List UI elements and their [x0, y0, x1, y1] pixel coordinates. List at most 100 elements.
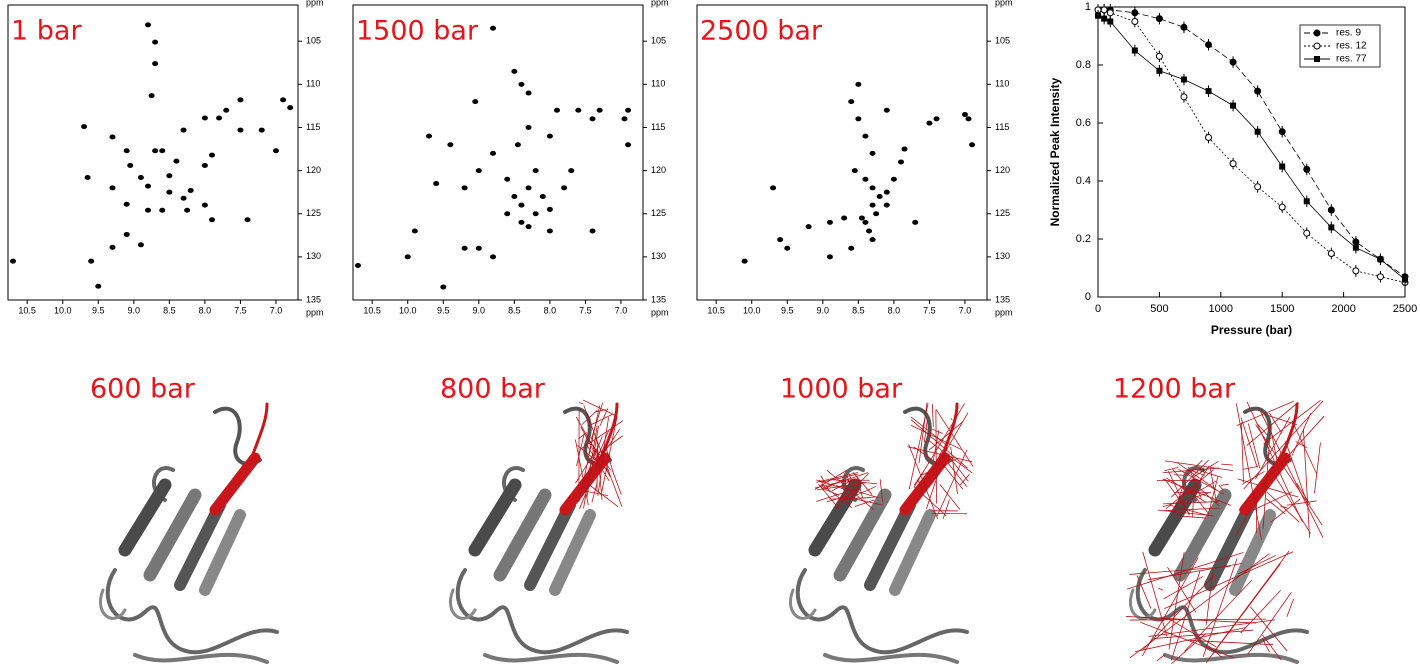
marker [1156, 67, 1163, 74]
peak [770, 185, 777, 191]
contact-line [816, 491, 847, 502]
marker [1106, 9, 1114, 17]
peak [848, 245, 855, 251]
contact-line [1247, 423, 1261, 469]
y-axis-label: ppm [306, 0, 324, 7]
contact-line [1280, 505, 1288, 509]
contact-line [1126, 552, 1244, 590]
marker [1313, 29, 1321, 37]
contact-line [935, 410, 937, 504]
contact-line [939, 453, 968, 487]
contact-line [935, 408, 974, 467]
contact-line [1291, 420, 1318, 475]
contact-line [577, 432, 587, 440]
marker [1314, 56, 1320, 62]
contact-line [1177, 462, 1217, 490]
contact-line [1168, 552, 1185, 650]
panel-title: 1 bar [11, 16, 82, 47]
y-tick-label: 120 [651, 165, 666, 175]
peak [532, 211, 539, 217]
peak [625, 142, 632, 148]
x-tick-label: 8.0 [544, 305, 557, 315]
peak [173, 158, 180, 164]
peak [848, 99, 855, 105]
contact-line [815, 479, 824, 484]
x-tick-label: 10.0 [54, 305, 72, 315]
contact-line [821, 487, 840, 496]
structure-label: 600 bar [90, 374, 196, 405]
structure-label: 1000 bar [780, 374, 903, 405]
peak [201, 162, 208, 168]
marker [1328, 224, 1335, 231]
peak [280, 97, 287, 103]
peak [426, 133, 433, 139]
x-tick-label: 9.5 [437, 305, 450, 315]
peak [514, 142, 521, 148]
peak [525, 90, 532, 96]
contact-line [854, 499, 875, 507]
marker [1402, 276, 1408, 283]
contact-line [1158, 587, 1164, 591]
contact-line [1238, 415, 1325, 511]
contact-line [960, 474, 970, 486]
y-tick-label: 1 [1085, 1, 1091, 13]
peak [490, 25, 497, 31]
marker [1205, 88, 1212, 95]
contact-line [1286, 500, 1317, 506]
peak [858, 215, 865, 221]
contact-line [583, 425, 598, 509]
x-tick-label: 9.0 [473, 305, 486, 315]
contact-line [913, 470, 925, 486]
contact-line [586, 490, 609, 497]
y-tick-label: 115 [651, 122, 665, 132]
contact-line [1129, 565, 1231, 575]
x-tick-label: 8.0 [888, 305, 901, 315]
contact-line [841, 486, 876, 502]
contact-line [1246, 401, 1299, 446]
peak [897, 159, 904, 165]
contact-line [575, 445, 600, 484]
contact-line [1286, 598, 1294, 618]
x-tick-label: 10.0 [399, 305, 417, 315]
contact-line [1249, 606, 1288, 652]
x-tick-label: 1500 [1270, 303, 1294, 315]
y-tick-label: 0.4 [1076, 175, 1091, 187]
marker [1205, 41, 1213, 49]
x-tick-label: 0 [1095, 303, 1101, 315]
y-tick-label: 110 [995, 79, 1009, 89]
contact-line [908, 444, 939, 520]
peak [109, 244, 116, 250]
contact-line [1236, 400, 1295, 426]
peak [216, 115, 223, 121]
contact-line [1238, 555, 1276, 575]
x-axis-label: ppm [651, 307, 669, 317]
panel-title: 2500 bar [700, 16, 823, 47]
peak [525, 224, 532, 230]
peak [145, 22, 152, 28]
contact-line [1192, 484, 1195, 517]
marker [1229, 58, 1237, 66]
structure [1126, 399, 1325, 663]
marker [1229, 160, 1237, 168]
contact-line [1148, 562, 1243, 581]
x-tick-label: 9.5 [92, 305, 105, 315]
peak [869, 202, 876, 208]
peak [965, 116, 972, 122]
y-tick-label: 105 [995, 36, 1010, 46]
peak [873, 211, 880, 217]
y-tick-label: 115 [306, 122, 320, 132]
legend-label: res. 77 [1336, 54, 1367, 65]
contact-line [822, 472, 869, 489]
peak [475, 168, 482, 174]
plot-frame [7, 4, 299, 301]
contact-line [578, 401, 584, 405]
peak [625, 107, 632, 113]
peak [272, 148, 279, 154]
marker [1230, 102, 1237, 109]
contact-line [1177, 515, 1207, 519]
ribbon [450, 404, 627, 662]
peak [866, 228, 873, 234]
x-tick-label: 8.0 [199, 305, 212, 315]
peak [855, 116, 862, 122]
